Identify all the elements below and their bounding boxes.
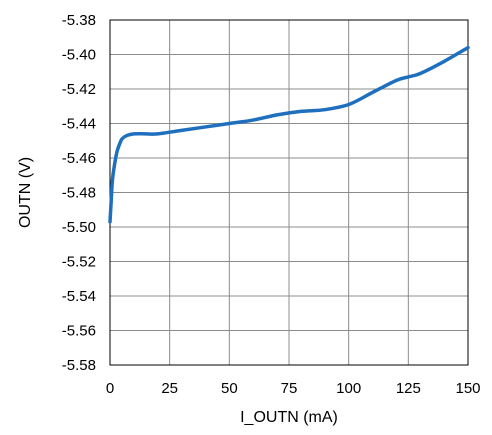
y-tick-label: -5.54 xyxy=(62,288,96,305)
y-tick-label: -5.40 xyxy=(62,47,96,64)
x-tick-label: 25 xyxy=(161,380,178,397)
y-tick-label: -5.42 xyxy=(62,81,96,98)
x-tick-label: 75 xyxy=(281,380,298,397)
x-tick-label: 50 xyxy=(221,380,238,397)
y-axis-title: OUTN (V) xyxy=(17,157,34,228)
grid xyxy=(109,19,469,366)
y-tick-label: -5.38 xyxy=(62,12,96,29)
y-tick-label: -5.56 xyxy=(62,323,96,340)
y-tick-label: -5.50 xyxy=(62,219,96,236)
x-tick-label: 125 xyxy=(396,380,421,397)
x-tick-label: 150 xyxy=(455,380,480,397)
y-tick-label: -5.46 xyxy=(62,150,96,167)
y-axis-tick-labels: -5.38 -5.40 -5.42 -5.44 -5.46 -5.48 -5.50 -5.52… xyxy=(62,12,96,374)
x-axis-title: I_OUTN (mA) xyxy=(240,409,338,426)
series-line-0 xyxy=(108,45,470,224)
y-tick-label: -5.48 xyxy=(62,185,96,202)
x-axis-tick-labels: 0 25 50 75 100 125 150 xyxy=(106,380,481,397)
series-group xyxy=(108,45,470,224)
x-tick-label: 100 xyxy=(336,380,361,397)
y-tick-label: -5.58 xyxy=(62,357,96,374)
y-tick-label: -5.52 xyxy=(62,254,96,271)
y-tick-label: -5.44 xyxy=(62,116,96,133)
x-tick-label: 0 xyxy=(106,380,114,397)
